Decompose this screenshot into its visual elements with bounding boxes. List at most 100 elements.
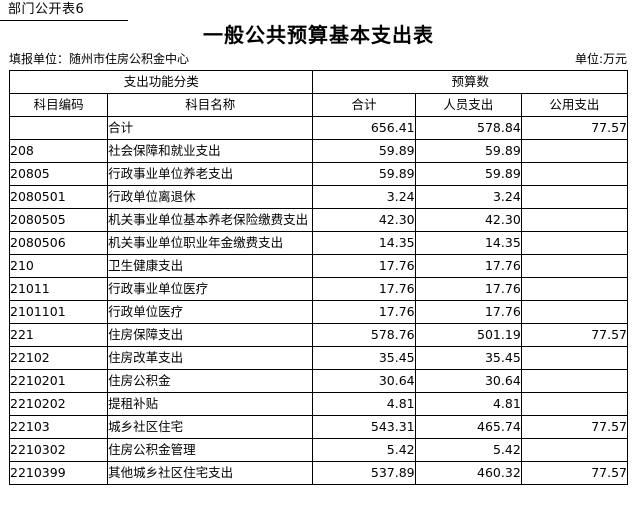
cell-code: 21011 <box>8 277 109 301</box>
cell-public <box>520 162 629 186</box>
cell-public <box>520 208 629 232</box>
cell-name: 住房改革支出 <box>107 346 314 370</box>
column-header-personnel: 人员支出 <box>414 93 522 117</box>
cell-code: 2080501 <box>8 185 109 209</box>
cell-personnel: 59.89 <box>414 162 522 186</box>
cell-total: 4.81 <box>312 392 416 416</box>
column-header-code: 科目编码 <box>8 93 109 117</box>
cell-personnel: 501.19 <box>414 323 522 347</box>
cell-total: 17.76 <box>312 277 416 301</box>
cell-total: 578.76 <box>312 323 416 347</box>
cell-public <box>520 438 629 462</box>
column-header-name: 科目名称 <box>107 93 314 117</box>
cell-total: 30.64 <box>312 369 416 393</box>
cell-public <box>520 231 629 255</box>
cell-total: 42.30 <box>312 208 416 232</box>
cell-code: 22103 <box>8 415 109 439</box>
column-header-public: 公用支出 <box>520 93 629 117</box>
cell-public <box>520 254 629 278</box>
reporting-unit-label: 填报单位：随州市住房公积金中心 <box>9 52 190 66</box>
cell-code: 2080505 <box>8 208 109 232</box>
cell-personnel: 460.32 <box>414 461 522 485</box>
table-row: 22102 住房改革支出 35.45 35.45 <box>8 346 629 370</box>
cell-total: 59.89 <box>312 139 416 163</box>
cell-code: 2210302 <box>8 438 109 462</box>
table-row: 208 社会保障和就业支出 59.89 59.89 <box>8 139 629 163</box>
cell-name: 机关事业单位职业年金缴费支出 <box>107 231 314 255</box>
cell-name: 行政事业单位医疗 <box>107 277 314 301</box>
cell-name: 行政事业单位养老支出 <box>107 162 314 186</box>
cell-public: 77.57 <box>520 415 629 439</box>
amount-unit-label: 单位:万元 <box>574 52 627 66</box>
form-code-label: 部门公开表6 <box>8 2 85 17</box>
cell-total: 17.76 <box>312 254 416 278</box>
meta-row: 填报单位：随州市住房公积金中心 单位:万元 <box>0 50 637 68</box>
cell-public <box>520 369 629 393</box>
cell-total: 543.31 <box>312 415 416 439</box>
cell-name: 社会保障和就业支出 <box>107 139 314 163</box>
table-row: 2210202 提租补贴 4.81 4.81 <box>8 392 629 416</box>
cell-personnel: 3.24 <box>414 185 522 209</box>
cell-name: 卫生健康支出 <box>107 254 314 278</box>
cell-name: 住房公积金管理 <box>107 438 314 462</box>
table-row: 2080505 机关事业单位基本养老保险缴费支出 42.30 42.30 <box>8 208 629 232</box>
cell-public <box>520 300 629 324</box>
cell-name: 合计 <box>107 116 314 140</box>
cell-total: 17.76 <box>312 300 416 324</box>
cell-name: 行政单位医疗 <box>107 300 314 324</box>
group-header-expenditure-classification: 支出功能分类 <box>8 70 314 94</box>
cell-public <box>520 185 629 209</box>
cell-public <box>520 277 629 301</box>
cell-code <box>8 116 109 140</box>
header-divider <box>0 20 128 21</box>
cell-personnel: 4.81 <box>414 392 522 416</box>
cell-code: 20805 <box>8 162 109 186</box>
table-row: 20805 行政事业单位养老支出 59.89 59.89 <box>8 162 629 186</box>
cell-total: 656.41 <box>312 116 416 140</box>
cell-personnel: 30.64 <box>414 369 522 393</box>
table-row: 21011 行政事业单位医疗 17.76 17.76 <box>8 277 629 301</box>
table-row: 2101101 行政单位医疗 17.76 17.76 <box>8 300 629 324</box>
table-row: 2210201 住房公积金 30.64 30.64 <box>8 369 629 393</box>
table-body: 合计 656.41 578.84 77.57 208 社会保障和就业支出 59.89 59.8… <box>8 116 629 485</box>
cell-personnel: 5.42 <box>414 438 522 462</box>
cell-personnel: 17.76 <box>414 254 522 278</box>
table-row: 合计 656.41 578.84 77.57 <box>8 116 629 140</box>
cell-code: 208 <box>8 139 109 163</box>
cell-code: 2210202 <box>8 392 109 416</box>
cell-total: 5.42 <box>312 438 416 462</box>
column-header-total: 合计 <box>312 93 416 117</box>
cell-public <box>520 392 629 416</box>
table-row: 210 卫生健康支出 17.76 17.76 <box>8 254 629 278</box>
group-header-budget-amount: 预算数 <box>312 70 628 94</box>
cell-public <box>520 139 629 163</box>
table-column-header-row: 科目编码 科目名称 合计 人员支出 公用支出 <box>8 93 629 117</box>
table-row: 2080501 行政单位离退休 3.24 3.24 <box>8 185 629 209</box>
cell-code: 221 <box>8 323 109 347</box>
table-row: 221 住房保障支出 578.76 501.19 77.57 <box>8 323 629 347</box>
cell-total: 14.35 <box>312 231 416 255</box>
cell-name: 其他城乡社区住宅支出 <box>107 461 314 485</box>
cell-code: 2210399 <box>8 461 109 485</box>
cell-name: 住房公积金 <box>107 369 314 393</box>
cell-personnel: 17.76 <box>414 300 522 324</box>
table-head: 支出功能分类 预算数 科目编码 科目名称 合计 人员支出 公用支出 <box>8 70 629 117</box>
cell-personnel: 17.76 <box>414 277 522 301</box>
cell-total: 537.89 <box>312 461 416 485</box>
table-row: 2210302 住房公积金管理 5.42 5.42 <box>8 438 629 462</box>
table-row: 2080506 机关事业单位职业年金缴费支出 14.35 14.35 <box>8 231 629 255</box>
cell-code: 2101101 <box>8 300 109 324</box>
cell-personnel: 35.45 <box>414 346 522 370</box>
cell-code: 22102 <box>8 346 109 370</box>
cell-personnel: 14.35 <box>414 231 522 255</box>
table-row: 2210399 其他城乡社区住宅支出 537.89 460.32 77.57 <box>8 461 629 485</box>
cell-code: 2080506 <box>8 231 109 255</box>
cell-name: 住房保障支出 <box>107 323 314 347</box>
cell-code: 210 <box>8 254 109 278</box>
cell-code: 2210201 <box>8 369 109 393</box>
table-group-header-row: 支出功能分类 预算数 <box>8 70 628 94</box>
cell-personnel: 465.74 <box>414 415 522 439</box>
cell-name: 城乡社区住宅 <box>107 415 314 439</box>
cell-name: 机关事业单位基本养老保险缴费支出 <box>107 208 314 232</box>
